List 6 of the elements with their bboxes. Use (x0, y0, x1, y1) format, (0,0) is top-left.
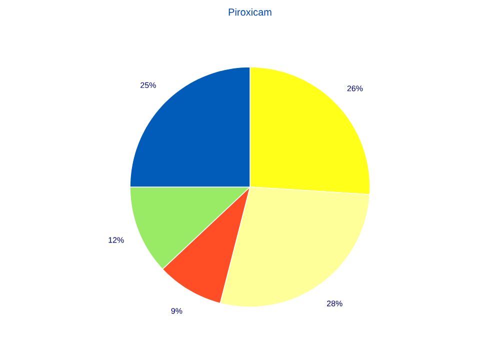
data-label: 12% (108, 237, 124, 243)
data-label: 25% (140, 82, 156, 88)
data-label: 26% (347, 86, 363, 92)
chart-title: Piroxicam (228, 8, 272, 16)
data-label: 9% (171, 308, 182, 314)
data-label: 28% (327, 300, 342, 306)
